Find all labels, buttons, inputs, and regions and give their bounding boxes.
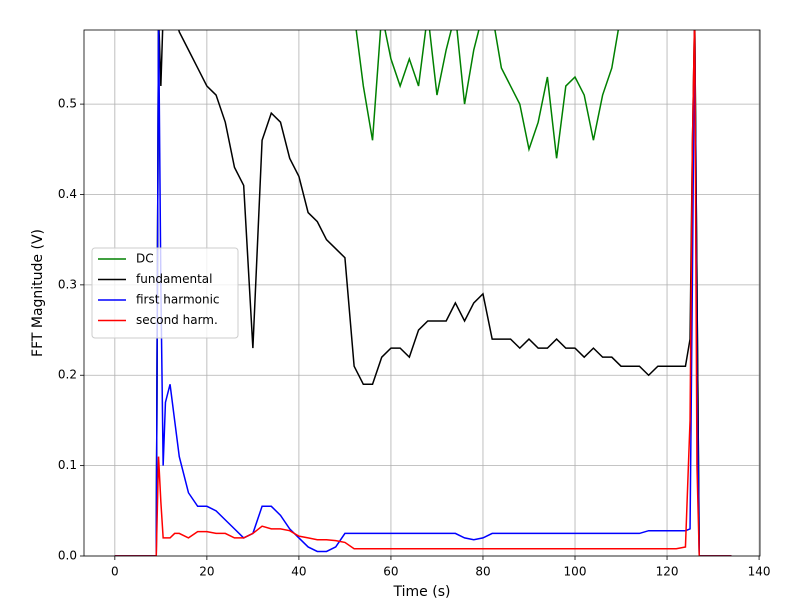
legend-box <box>91 247 239 339</box>
y-tick-label: 0.3 <box>58 277 77 291</box>
legend-label: DC <box>136 252 154 266</box>
series-line <box>114 30 732 556</box>
y-tick-label: 0.4 <box>58 187 77 201</box>
axes-frame <box>83 29 761 557</box>
x-tick-label: 80 <box>475 565 490 579</box>
legend-label: second harm. <box>136 313 218 327</box>
y-tick-label: 0.5 <box>58 97 77 111</box>
x-axis-label: Time (s) <box>393 584 451 600</box>
series-line <box>114 30 732 556</box>
series-line <box>114 30 732 556</box>
legend: DC fundamental first harmonic second harm. <box>91 247 239 339</box>
series-line <box>114 30 732 556</box>
y-axis-label: FFT Magnitude (V) <box>30 229 46 357</box>
x-tick-label: 40 <box>291 565 306 579</box>
x-tick-label: 140 <box>748 565 771 579</box>
y-tick-label: 0.2 <box>58 368 77 382</box>
x-tick-label: 100 <box>564 565 587 579</box>
y-tick-label: 0.0 <box>58 549 77 563</box>
plot-area <box>114 30 732 556</box>
x-tick-label: 60 <box>383 565 398 579</box>
x-tick-label: 0 <box>111 565 119 579</box>
legend-label: first harmonic <box>136 293 220 307</box>
x-tick-label: 120 <box>656 565 679 579</box>
y-tick-label: 0.1 <box>58 458 77 472</box>
x-tick-label: 20 <box>199 565 214 579</box>
legend-label: fundamental <box>136 272 212 286</box>
